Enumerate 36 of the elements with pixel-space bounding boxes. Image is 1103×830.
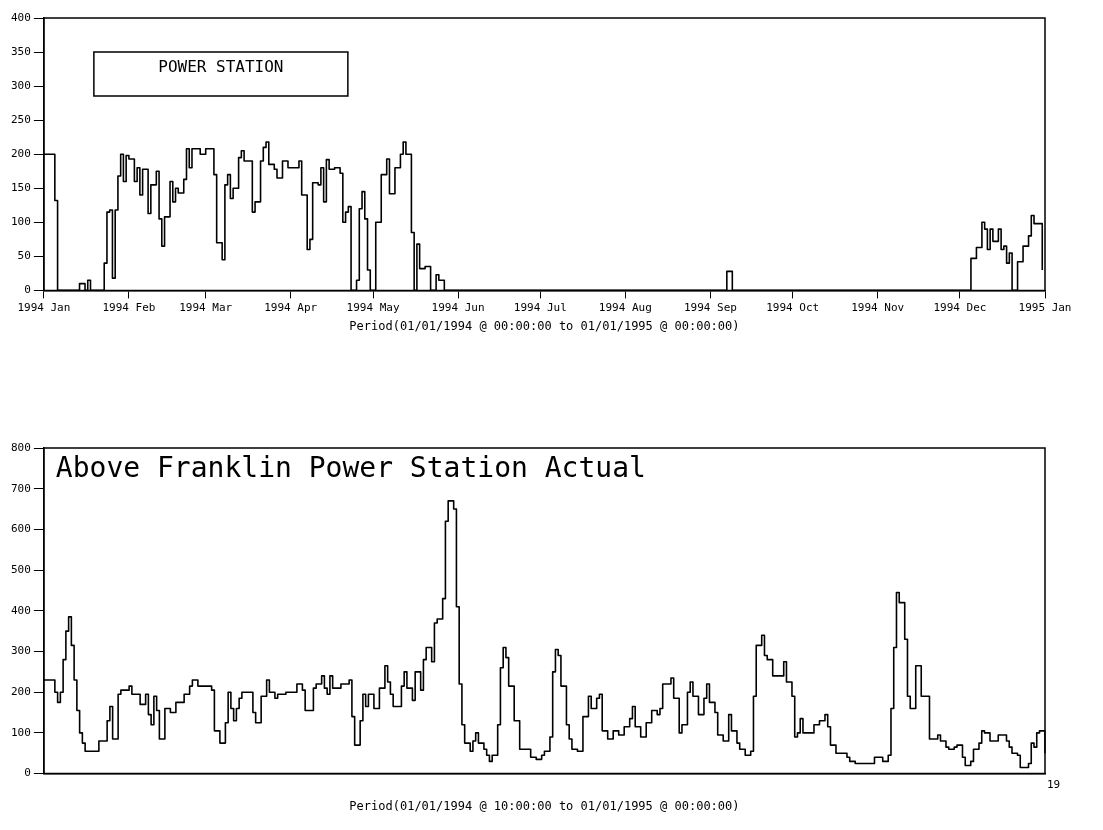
y-tick-label: 100 — [10, 215, 31, 229]
x-tick-label: 1994 Jan — [17, 300, 71, 314]
annotation: POWER STATION — [158, 57, 284, 77]
x-tick-label: 1994 Nov — [851, 300, 905, 314]
x-tick-label: 1994 May — [346, 300, 400, 314]
y-tick-label: 200 — [10, 147, 31, 161]
y-tick-label: 300 — [10, 644, 31, 658]
x-tick-label: 1994 Sep — [683, 300, 737, 314]
y-tick-label: 600 — [10, 522, 31, 536]
y-tick-label: 350 — [10, 44, 31, 58]
x-tick-label: 1994 Jul — [513, 300, 567, 314]
y-tick-label: 100 — [10, 725, 31, 739]
x-tick-label: 1995 Jan — [1018, 300, 1072, 314]
y-tick-label: 400 — [10, 10, 31, 24]
y-tick-label: 500 — [10, 562, 31, 576]
y-tick-label: 0 — [24, 766, 31, 780]
y-tick-label: 800 — [10, 440, 31, 454]
x-tick-label: 1994 Dec — [933, 300, 987, 314]
y-tick-label: 150 — [10, 181, 31, 195]
x-tick-label: 1994 Aug — [598, 300, 652, 314]
y-tick-label: 200 — [10, 685, 31, 699]
x-tick-label: 1994 Oct — [766, 300, 820, 314]
chart-title: Above Franklin Power Station Actual — [55, 451, 646, 485]
x-tick-label: 1994 Mar — [179, 300, 233, 314]
y-tick-label: 400 — [10, 603, 31, 617]
x-tick-label: 1994 Feb — [102, 300, 156, 314]
x-axis-title: Period(01/01/1994 @ 10:00:00 to 01/01/1995 @ 00:00:00) — [349, 798, 740, 813]
text: 19 — [1047, 777, 1061, 791]
y-tick-label: 700 — [10, 481, 31, 495]
x-tick-label: 1994 Jun — [431, 300, 485, 314]
y-tick-label: 50 — [17, 249, 31, 263]
y-tick-label: 300 — [10, 78, 31, 92]
x-axis-title: Period(01/01/1994 @ 00:00:00 to 01/01/1995 @ 00:00:00) — [349, 318, 740, 333]
x-tick-label: 1994 Apr — [264, 300, 318, 314]
y-tick-label: 250 — [10, 113, 31, 127]
y-tick-label: 0 — [24, 283, 31, 297]
